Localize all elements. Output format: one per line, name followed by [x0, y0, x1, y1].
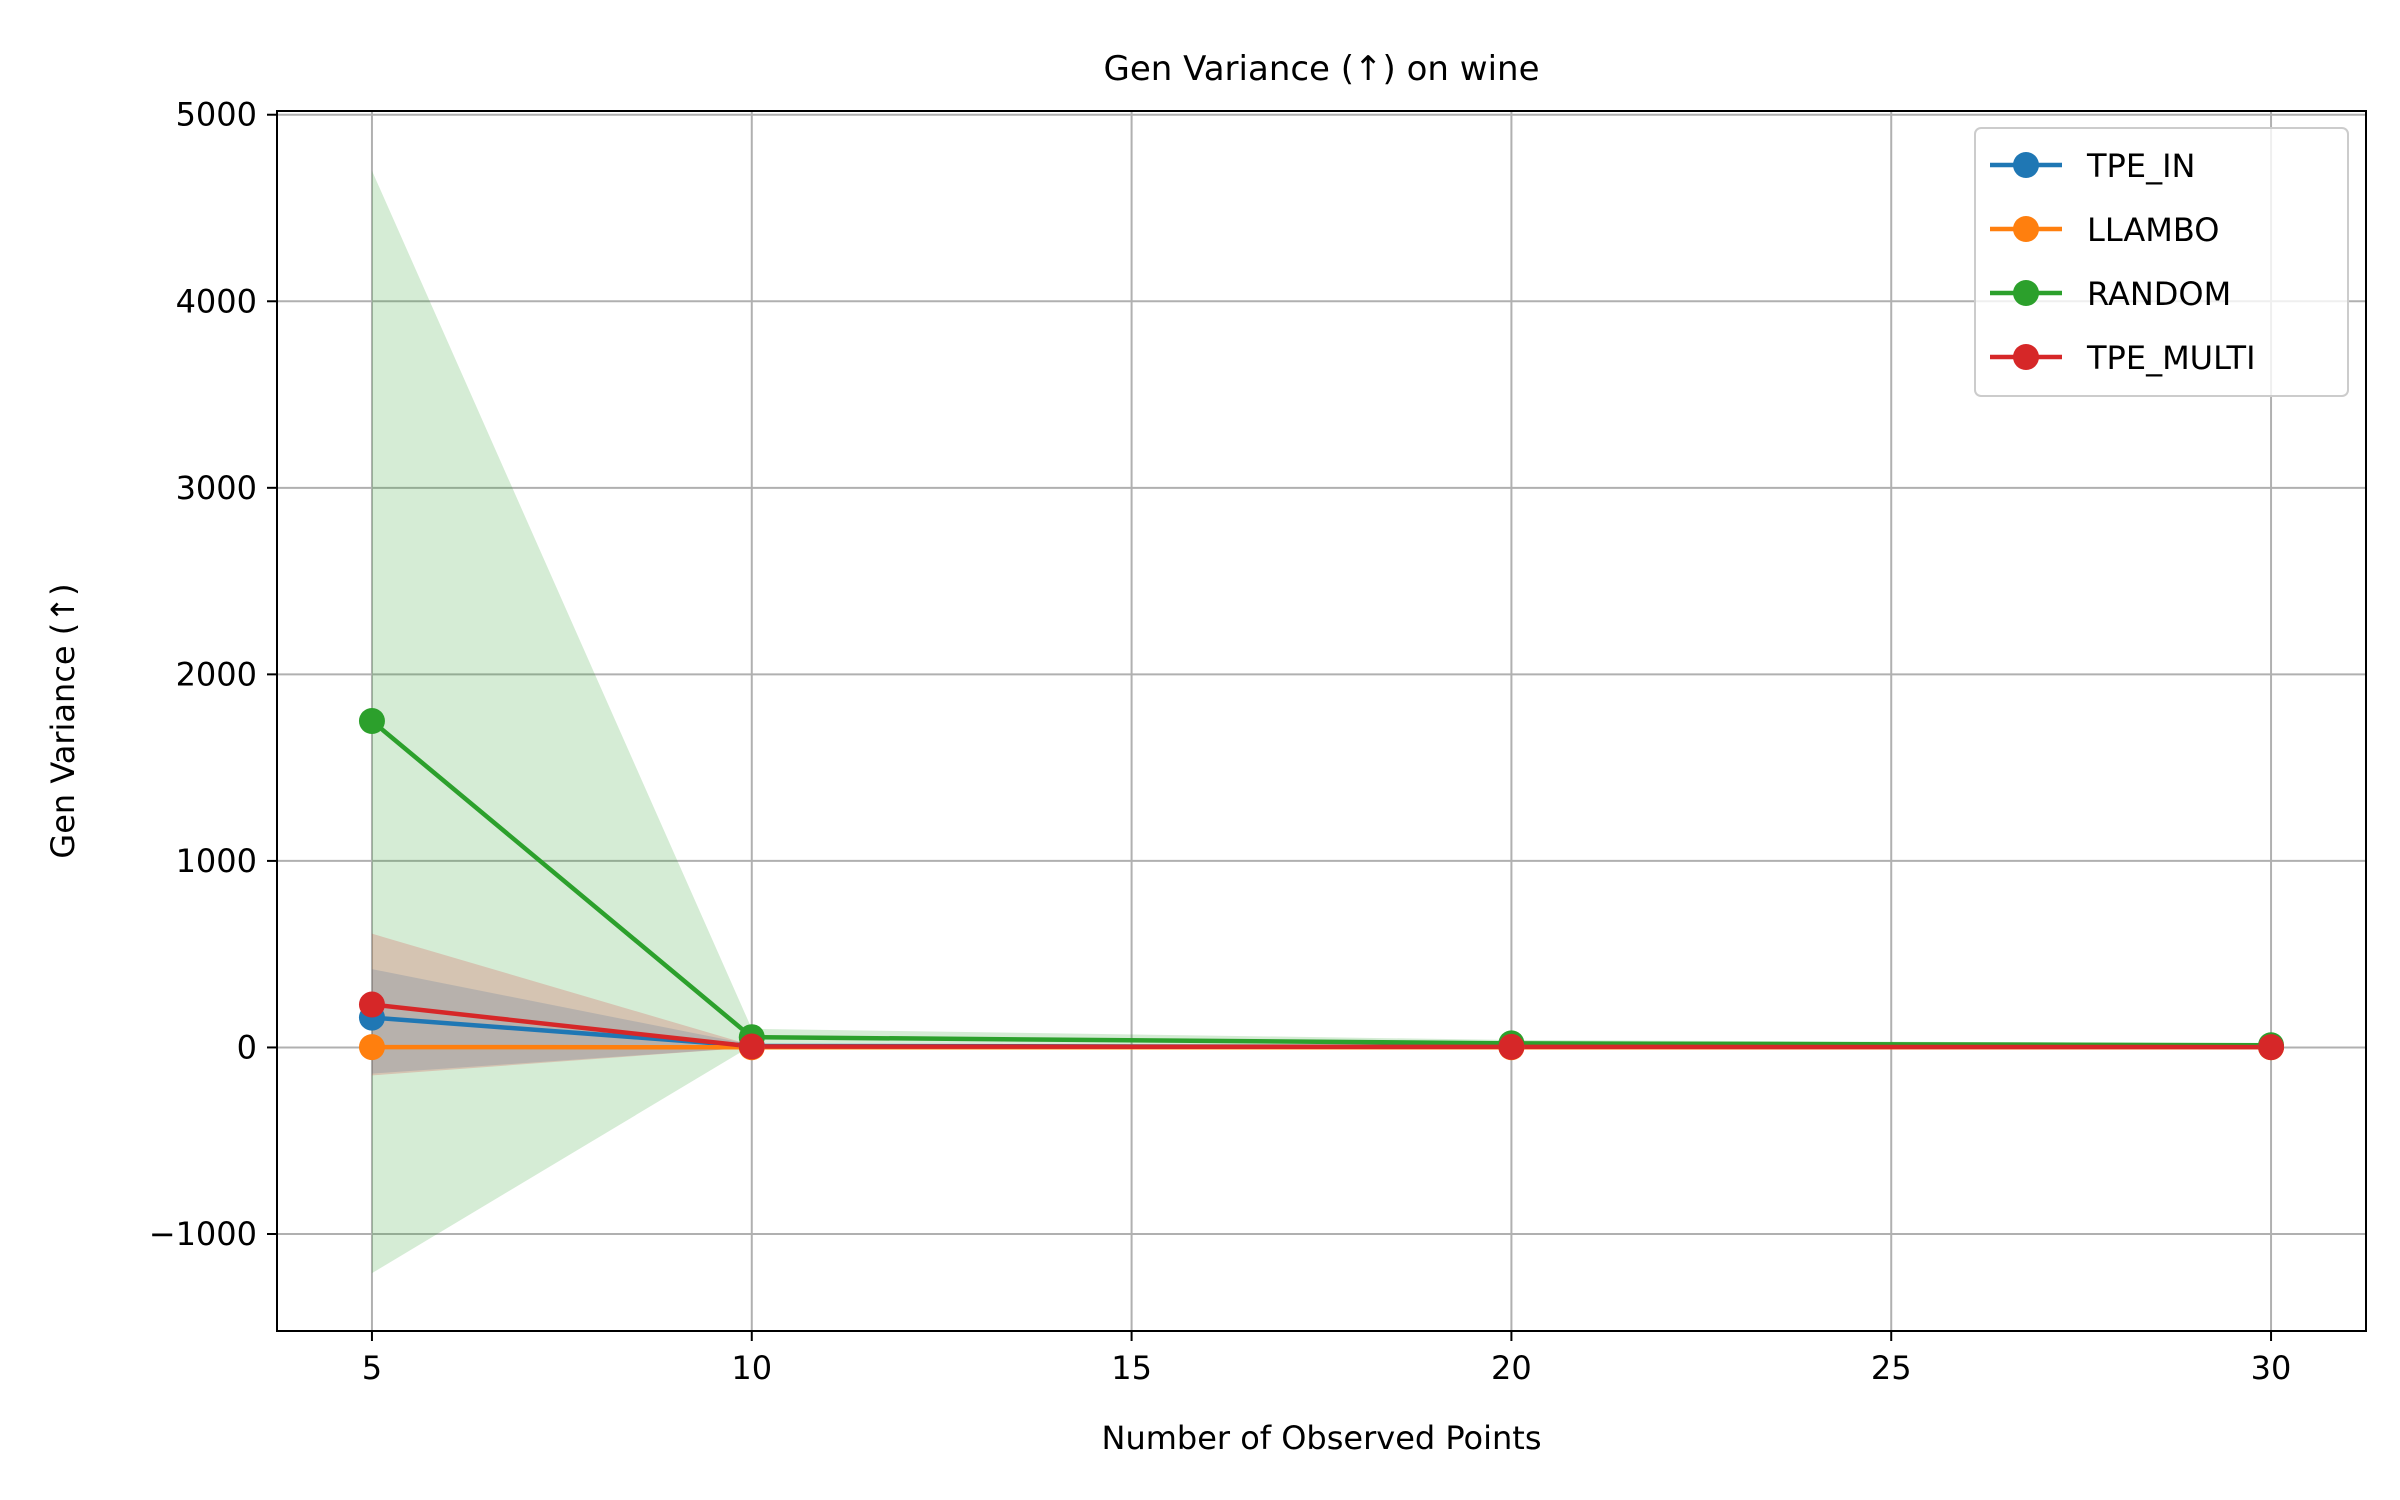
- y-tick-label: −1000: [149, 1215, 257, 1253]
- point-llambo: [358, 1034, 385, 1061]
- legend-marker-tpe-in: [2013, 152, 2039, 178]
- y-tick-label: 4000: [176, 282, 257, 320]
- y-tick-label: 1000: [176, 842, 257, 880]
- legend: TPE_IN LLAMBO RANDOM TPE_MULTI: [1974, 127, 2349, 397]
- line-random: [370, 719, 2272, 1048]
- legend-marker-tpe-multi: [2013, 344, 2039, 370]
- series-lines: [370, 719, 2272, 1050]
- legend-label-tpe-multi: TPE_MULTI: [2086, 339, 2256, 377]
- y-axis-ticks: −1000 0 1000 2000 3000 4000 5000: [149, 96, 277, 1253]
- y-tick-label: 3000: [176, 469, 257, 507]
- chart-title: Gen Variance (↑) on wine: [1103, 49, 1539, 89]
- point-tpe-multi: [358, 991, 385, 1018]
- point-random: [358, 708, 385, 734]
- x-tick-label: 5: [362, 1349, 382, 1387]
- y-tick-label: 5000: [176, 96, 257, 134]
- series-points: [358, 708, 2285, 1061]
- line-tpe-multi: [371, 1002, 2272, 1050]
- x-tick-label: 15: [1111, 1349, 1152, 1387]
- y-axis-label: Gen Variance (↑): [44, 583, 82, 858]
- y-tick-label: 2000: [176, 655, 257, 693]
- legend-label-llambo: LLAMBO: [2087, 211, 2219, 249]
- x-tick-label: 20: [1491, 1349, 1532, 1387]
- x-axis-ticks: 5 10 15 20 25 30: [362, 1331, 2292, 1387]
- plot-frame: [276, 110, 2367, 1332]
- legend-label-random: RANDOM: [2087, 275, 2231, 313]
- point-tpe-multi: [738, 1033, 765, 1060]
- x-tick-label: 30: [2251, 1349, 2292, 1387]
- legend-box: [1974, 127, 2349, 397]
- legend-label-tpe-in: TPE_IN: [2086, 147, 2195, 185]
- point-tpe-multi: [1498, 1033, 1525, 1060]
- x-axis-label: Number of Observed Points: [1102, 1419, 1542, 1457]
- y-tick-label: 0: [237, 1028, 257, 1066]
- x-tick-label: 10: [731, 1349, 772, 1387]
- point-tpe-multi: [2258, 1034, 2285, 1061]
- legend-marker-llambo: [2013, 216, 2039, 242]
- x-tick-label: 25: [1871, 1349, 1912, 1387]
- legend-marker-random: [2013, 280, 2039, 306]
